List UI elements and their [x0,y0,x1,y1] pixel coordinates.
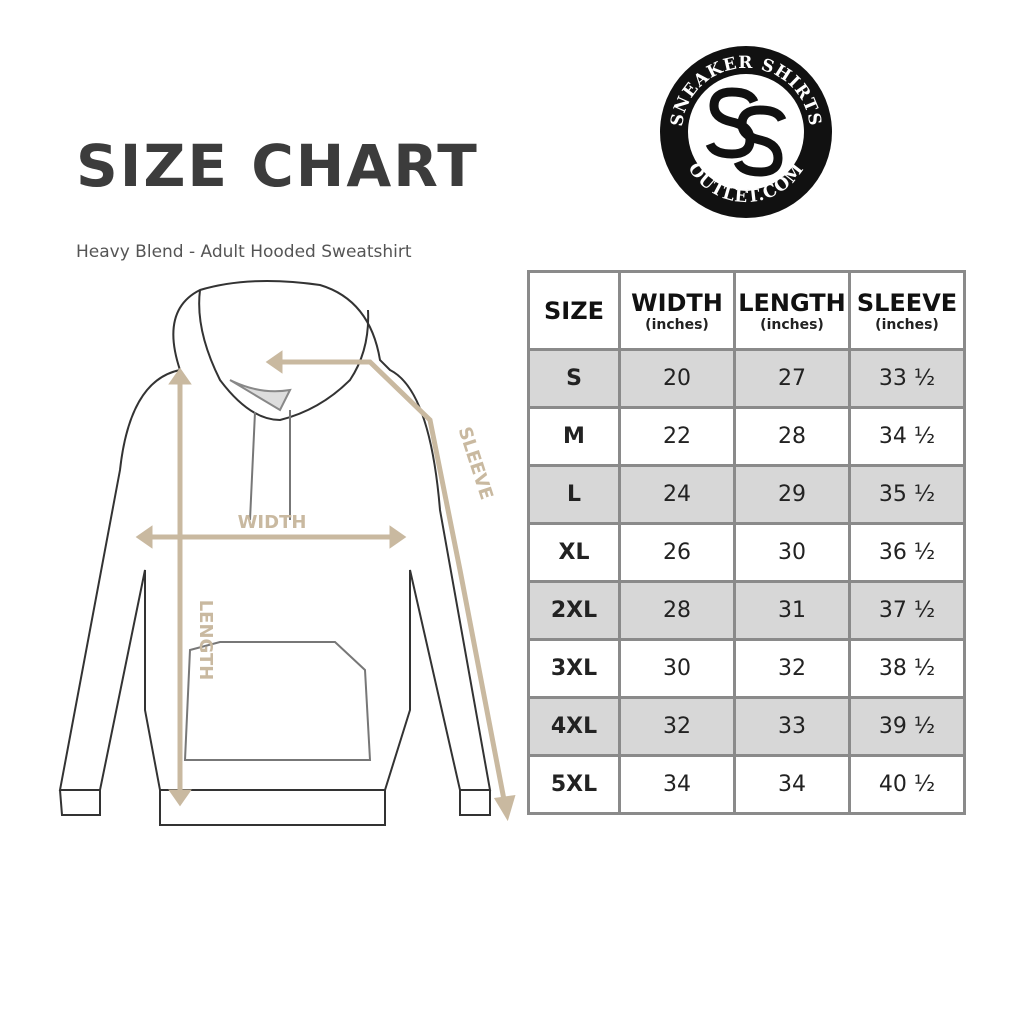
header-label: WIDTH [631,288,723,317]
hoodie-diagram: WIDTH LENGTH SLEEVE [58,280,516,826]
size-table: SIZE WIDTH (inches) LENGTH (inches) SLEEVE (in… [527,270,966,815]
product-subtitle: Heavy Blend - Adult Hooded Sweatshirt [76,242,412,262]
header-label: SLEEVE [856,288,958,317]
width-cell: 22 [618,406,736,467]
page-title: SIZE CHART [76,132,479,200]
length-cell: 29 [733,464,851,525]
width-cell: 30 [618,638,736,699]
width-cell: 26 [618,522,736,583]
length-cell: 33 [733,696,851,757]
size-cell: M [527,406,621,467]
table-row: 4XL 32 33 39 ½ [527,696,966,757]
size-cell: 2XL [527,580,621,641]
header-unit: (inches) [875,316,939,333]
table-row: 3XL 30 32 38 ½ [527,638,966,699]
length-cell: 27 [733,348,851,409]
column-header: WIDTH (inches) [618,270,736,351]
size-cell: XL [527,522,621,583]
width-cell: 28 [618,580,736,641]
sleeve-cell: 40 ½ [848,754,966,815]
table-row: S 20 27 33 ½ [527,348,966,409]
table-row: L 24 29 35 ½ [527,464,966,525]
header-unit: (inches) [645,316,709,333]
size-cell: L [527,464,621,525]
width-cell: 20 [618,348,736,409]
width-label: WIDTH [238,512,307,533]
width-cell: 32 [618,696,736,757]
sleeve-cell: 39 ½ [848,696,966,757]
table-row: 2XL 28 31 37 ½ [527,580,966,641]
length-cell: 34 [733,754,851,815]
size-cell: 5XL [527,754,621,815]
length-cell: 32 [733,638,851,699]
sleeve-cell: 37 ½ [848,580,966,641]
width-cell: 34 [618,754,736,815]
sleeve-label: SLEEVE [454,424,497,502]
size-cell: 3XL [527,638,621,699]
column-header: SLEEVE (inches) [848,270,966,351]
size-cell: 4XL [527,696,621,757]
sleeve-cell: 33 ½ [848,348,966,409]
table-row: M 22 28 34 ½ [527,406,966,467]
table-row: 5XL 34 34 40 ½ [527,754,966,815]
length-cell: 31 [733,580,851,641]
column-header: SIZE [527,270,621,351]
table-row: XL 26 30 36 ½ [527,522,966,583]
sleeve-cell: 38 ½ [848,638,966,699]
size-cell: S [527,348,621,409]
logo-monogram [705,87,787,177]
width-cell: 24 [618,464,736,525]
length-cell: 30 [733,522,851,583]
header-label: LENGTH [738,288,846,317]
header-unit: (inches) [760,316,824,333]
column-header: LENGTH (inches) [733,270,851,351]
length-cell: 28 [733,406,851,467]
sleeve-cell: 34 ½ [848,406,966,467]
sleeve-cell: 35 ½ [848,464,966,525]
header-label: SIZE [543,296,604,325]
brand-logo: SNEAKER SHIRTS OUTLET.COM [660,46,832,218]
length-label: LENGTH [195,600,216,681]
sleeve-cell: 36 ½ [848,522,966,583]
